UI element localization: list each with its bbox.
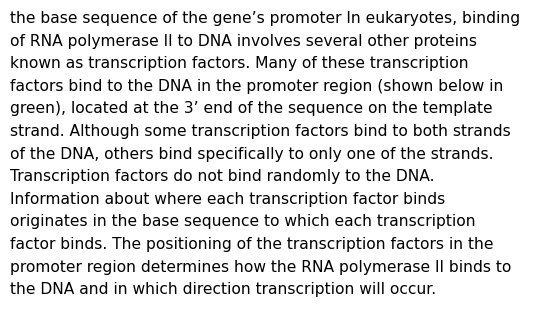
Text: of RNA polymerase II to DNA involves several other proteins: of RNA polymerase II to DNA involves sev… <box>10 34 477 49</box>
Text: factor binds. The positioning of the transcription factors in the: factor binds. The positioning of the tra… <box>10 237 493 252</box>
Text: of the DNA, others bind specifically to only one of the strands.: of the DNA, others bind specifically to … <box>10 147 493 162</box>
Text: factors bind to the DNA in the promoter region (shown below in: factors bind to the DNA in the promoter … <box>10 79 503 94</box>
Text: originates in the base sequence to which each transcription: originates in the base sequence to which… <box>10 214 475 230</box>
Text: promoter region determines how the RNA polymerase II binds to: promoter region determines how the RNA p… <box>10 260 512 275</box>
Text: strand. Although some transcription factors bind to both strands: strand. Although some transcription fact… <box>10 124 511 139</box>
Text: the base sequence of the gene’s promoter In eukaryotes, binding: the base sequence of the gene’s promoter… <box>10 11 520 26</box>
Text: known as transcription factors. Many of these transcription: known as transcription factors. Many of … <box>10 56 469 71</box>
Text: green), located at the 3’ end of the sequence on the template: green), located at the 3’ end of the seq… <box>10 101 493 116</box>
Text: Information about where each transcription factor binds: Information about where each transcripti… <box>10 192 445 207</box>
Text: Transcription factors do not bind randomly to the DNA.: Transcription factors do not bind random… <box>10 169 435 184</box>
Text: the DNA and in which direction transcription will occur.: the DNA and in which direction transcrip… <box>10 282 436 297</box>
